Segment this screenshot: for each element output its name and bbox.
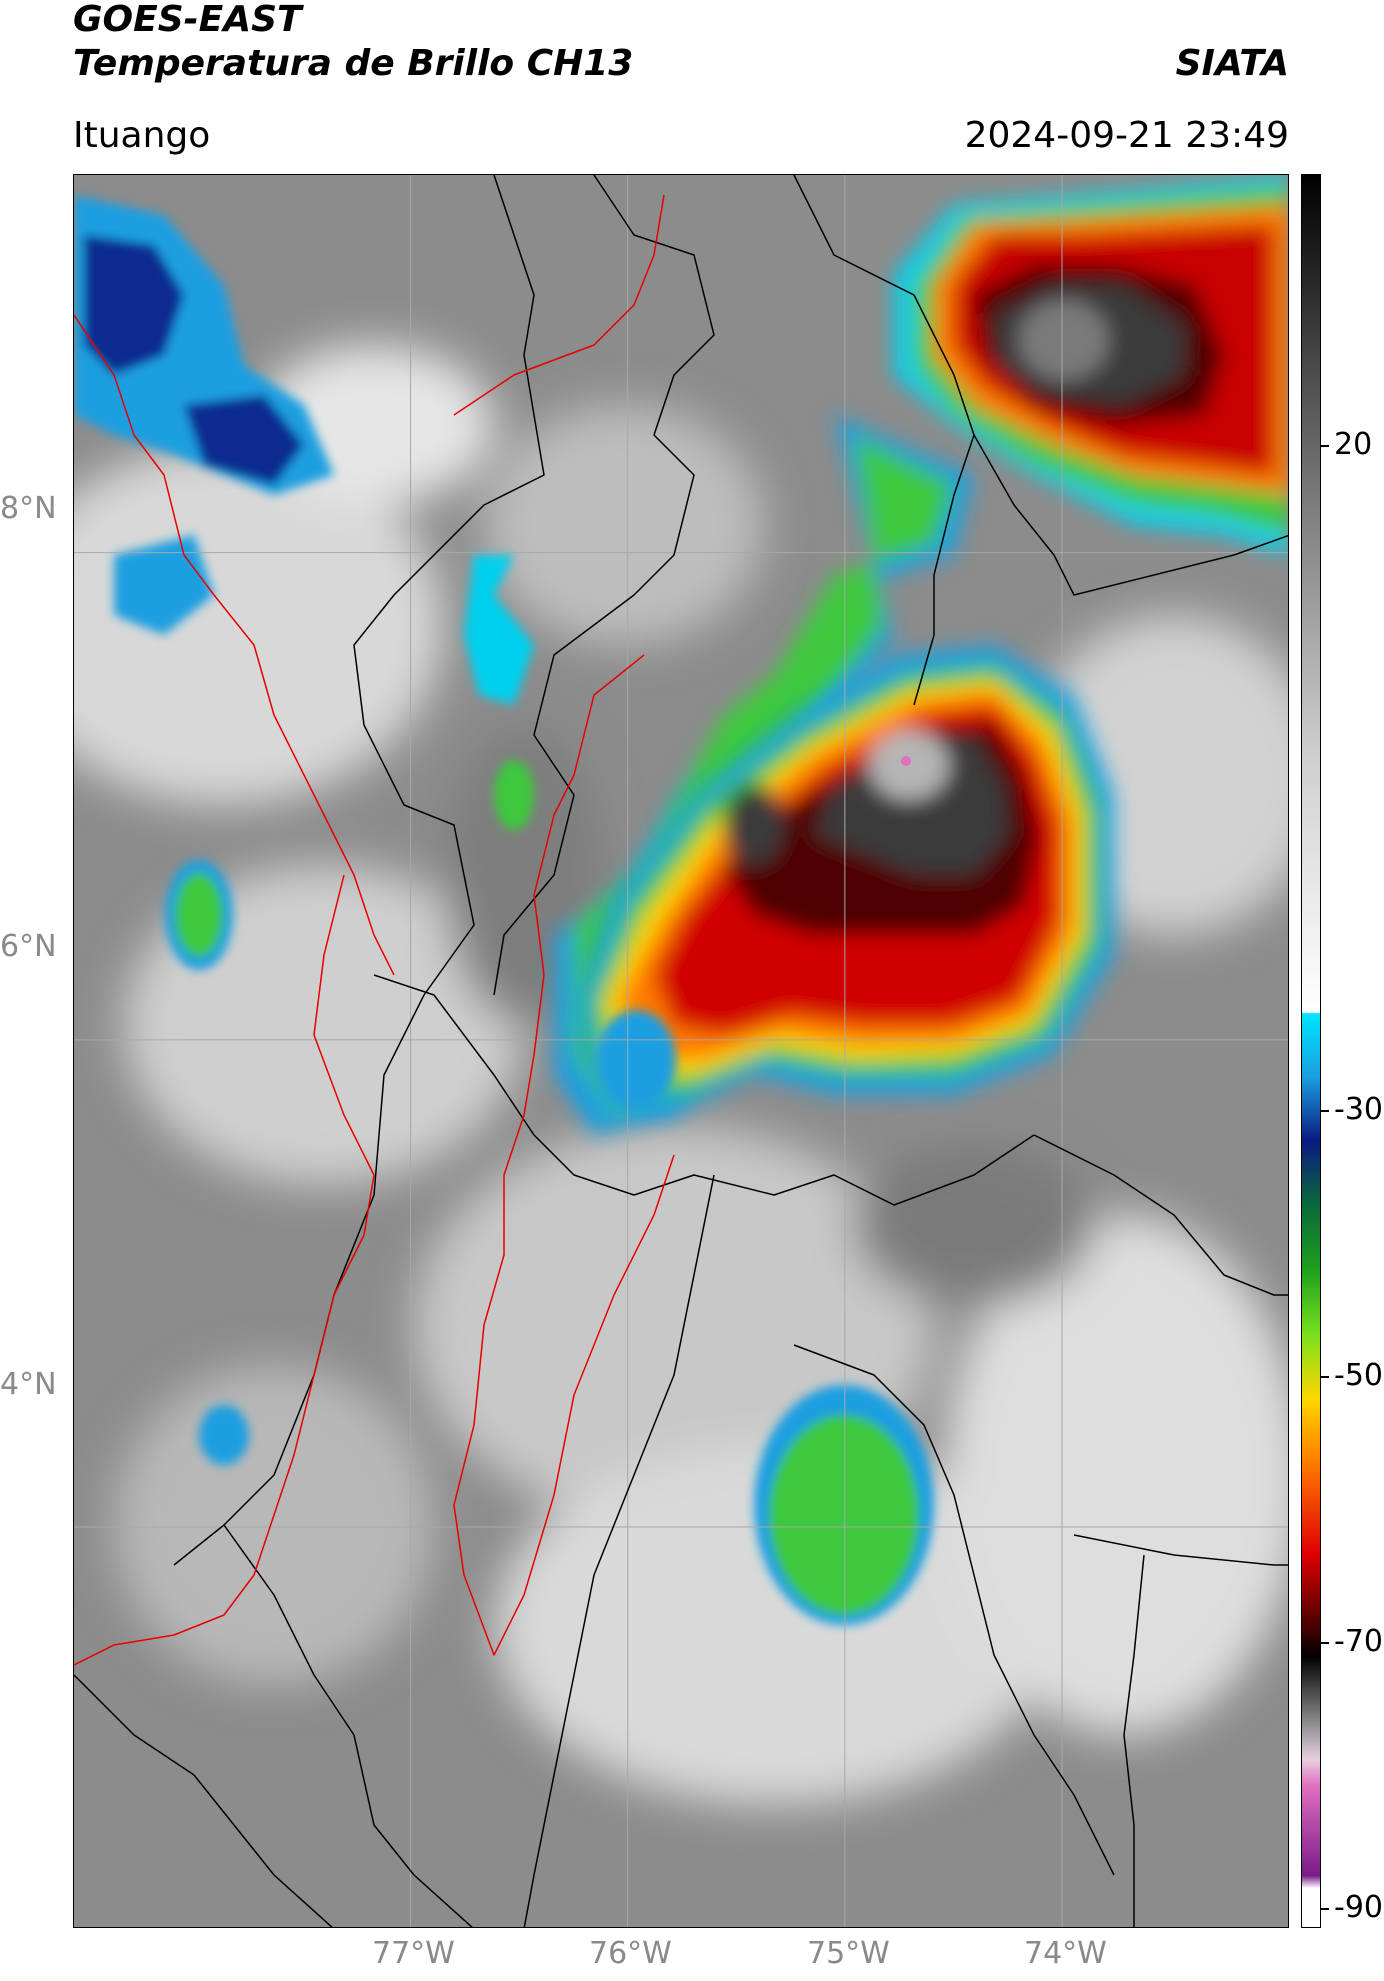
cold-cloud-northwest xyxy=(74,195,534,705)
lat-label-6: 6°N xyxy=(0,929,57,964)
colorbar-tick xyxy=(1321,1376,1329,1378)
coldest-pixel-marker xyxy=(901,756,911,766)
lat-label-8: 8°N xyxy=(0,491,57,526)
colorbar-label-minus50: -50 xyxy=(1334,1358,1383,1393)
datetime-label: 2024-09-21 23:49 xyxy=(964,115,1289,156)
agency-label: SIATA xyxy=(1175,43,1289,84)
colorbar-tick xyxy=(1321,445,1329,447)
colorbar-tick xyxy=(1321,1642,1329,1644)
colorbar-tick xyxy=(1321,1908,1329,1910)
lat-label-4: 4°N xyxy=(0,1367,57,1402)
lon-label-75: 75°W xyxy=(807,1936,890,1971)
location-label: Ituango xyxy=(73,115,211,156)
lon-label-76: 76°W xyxy=(589,1936,672,1971)
temperature-colorbar xyxy=(1301,174,1321,1928)
storm-central xyxy=(574,645,1114,1115)
colorbar-label-minus30: -30 xyxy=(1334,1092,1383,1127)
department-borders-red xyxy=(74,194,675,1666)
product-title: Temperatura de Brillo CH13 xyxy=(73,43,634,84)
satellite-map xyxy=(73,174,1289,1928)
storm-northeast xyxy=(894,175,1288,555)
colorbar-label-minus90: -90 xyxy=(1334,1890,1383,1925)
lon-label-77: 77°W xyxy=(372,1936,455,1971)
small-cells xyxy=(165,760,934,1625)
colorbar-tick xyxy=(1321,1110,1329,1112)
brightness-temperature-image xyxy=(74,175,1288,1927)
graticule xyxy=(74,175,1288,1927)
lon-label-74: 74°W xyxy=(1024,1936,1107,1971)
satellite-title: GOES-EAST xyxy=(73,0,302,40)
colorbar-label-minus70: -70 xyxy=(1334,1624,1383,1659)
colorbar-label-20: 20 xyxy=(1334,427,1373,462)
